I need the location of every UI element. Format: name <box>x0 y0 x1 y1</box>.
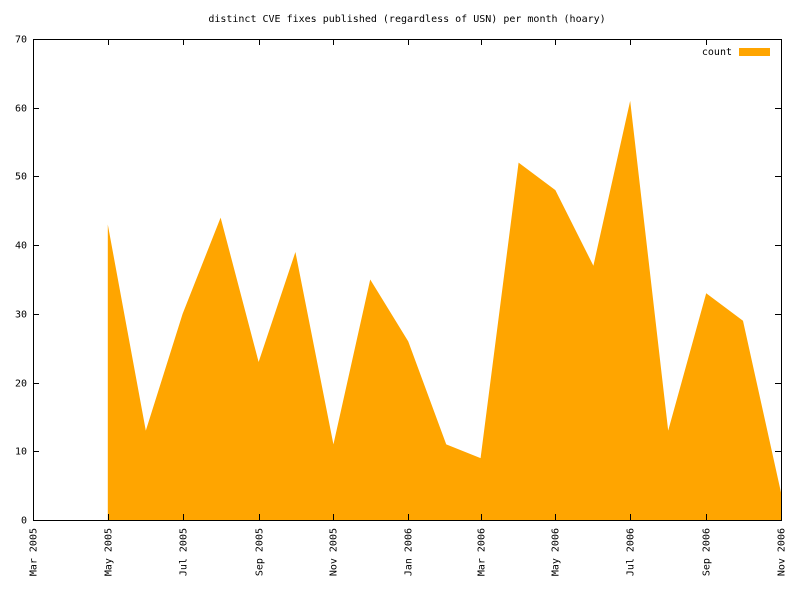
x-tick-label: Mar 2006 <box>477 528 488 576</box>
x-tick-label: May 2005 <box>104 528 115 576</box>
legend-swatch <box>739 48 770 56</box>
y-tick-label: 20 <box>15 379 27 390</box>
x-tick-label: May 2006 <box>551 528 562 576</box>
chart-title: distinct CVE fixes published (regardless… <box>208 14 605 25</box>
x-tick-label: Jan 2006 <box>404 528 415 576</box>
y-tick-label: 30 <box>15 310 27 321</box>
x-tick-label: Jul 2005 <box>179 528 190 576</box>
legend-label: count <box>702 47 732 58</box>
x-tick-label: Nov 2005 <box>329 528 340 576</box>
x-tick-label: Nov 2006 <box>777 528 788 576</box>
y-tick-label: 60 <box>15 104 27 115</box>
plot <box>107 100 782 520</box>
y-tick-label: 50 <box>15 172 27 183</box>
x-tick-label: Jul 2006 <box>626 528 637 576</box>
area <box>107 100 782 520</box>
y-tick-label: 70 <box>15 35 27 46</box>
x-tick-label: Sep 2006 <box>702 528 713 576</box>
x-tick-label: Sep 2005 <box>255 528 266 576</box>
y-tick-label: 10 <box>15 447 27 458</box>
plot-border <box>33 39 782 521</box>
x-tick-label: Mar 2005 <box>29 528 40 576</box>
y-tick-label: 40 <box>15 241 27 252</box>
y-tick-label: 0 <box>21 516 27 527</box>
